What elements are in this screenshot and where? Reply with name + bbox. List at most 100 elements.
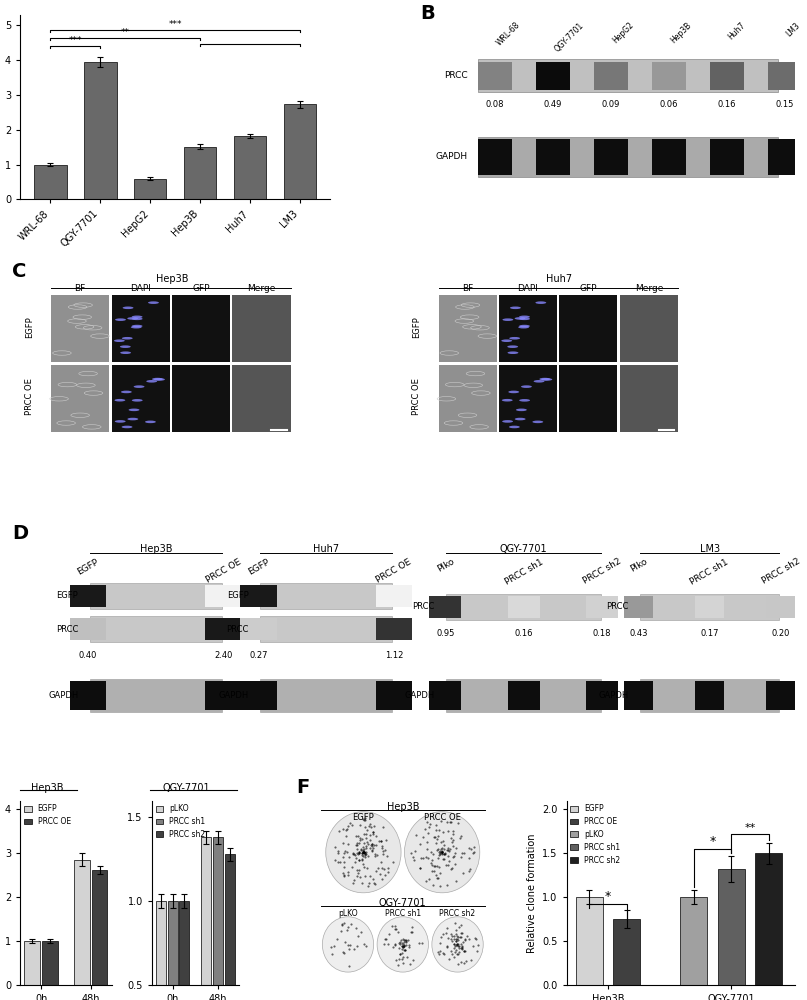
Bar [478, 62, 512, 90]
Circle shape [132, 318, 143, 320]
Text: 1.12: 1.12 [385, 651, 403, 660]
Legend: EGFP, PRCC OE, pLKO, PRCC sh1, PRCC sh2: EGFP, PRCC OE, pLKO, PRCC sh1, PRCC sh2 [571, 804, 621, 865]
Circle shape [132, 316, 143, 318]
Circle shape [508, 351, 518, 354]
Bar [375, 681, 412, 710]
Text: PRCC sh2: PRCC sh2 [760, 557, 801, 586]
Bar [51, 365, 109, 432]
Circle shape [519, 399, 530, 402]
Circle shape [515, 418, 525, 420]
Bar [156, 901, 165, 1000]
Text: Merge: Merge [634, 284, 663, 293]
Bar [478, 139, 512, 175]
Bar [508, 681, 540, 710]
Text: 0.49: 0.49 [544, 100, 562, 109]
Text: 0.95: 0.95 [436, 629, 454, 638]
Text: PRCC OE: PRCC OE [374, 557, 413, 585]
Circle shape [502, 420, 513, 423]
Bar [179, 901, 190, 1000]
Circle shape [508, 345, 518, 348]
Circle shape [134, 385, 144, 388]
Bar [232, 365, 291, 432]
Bar [429, 596, 462, 618]
Circle shape [115, 420, 126, 423]
Text: HepG2: HepG2 [611, 21, 635, 45]
Text: PRCC: PRCC [56, 625, 78, 634]
Text: Hep3B: Hep3B [669, 21, 693, 45]
Text: 0.43: 0.43 [629, 629, 648, 638]
Text: WRL-68: WRL-68 [495, 21, 522, 48]
Text: GAPDH: GAPDH [219, 691, 249, 700]
Bar [232, 295, 291, 362]
Bar [640, 594, 780, 620]
Text: 0.15: 0.15 [776, 100, 794, 109]
Circle shape [541, 378, 552, 381]
Bar [559, 365, 617, 432]
Bar [446, 594, 601, 620]
Circle shape [131, 326, 142, 328]
Text: ***: *** [69, 36, 82, 45]
Bar [559, 295, 617, 362]
Bar [225, 854, 235, 1000]
Text: PRCC: PRCC [444, 71, 467, 80]
Bar [499, 365, 557, 432]
Circle shape [404, 812, 480, 893]
Circle shape [515, 317, 525, 320]
Text: EGFP: EGFP [412, 316, 421, 338]
Text: LM3: LM3 [784, 21, 802, 38]
Text: **: ** [121, 28, 130, 37]
Bar [624, 596, 653, 618]
Text: PRCC OE: PRCC OE [25, 378, 34, 415]
Circle shape [516, 409, 527, 411]
Circle shape [377, 917, 429, 972]
Bar [111, 365, 169, 432]
Text: GFP: GFP [579, 284, 597, 293]
Text: Plko: Plko [628, 557, 649, 574]
Circle shape [148, 301, 159, 304]
Text: EGFP: EGFP [246, 557, 270, 577]
Bar [652, 62, 686, 90]
Bar [34, 165, 67, 199]
Circle shape [322, 917, 374, 972]
Circle shape [508, 391, 519, 393]
Circle shape [128, 317, 138, 320]
Bar [213, 837, 223, 1000]
Text: PRCC sh2: PRCC sh2 [440, 909, 475, 918]
Bar [438, 295, 496, 362]
Bar [652, 139, 686, 175]
Circle shape [154, 378, 165, 381]
Text: pLKO: pLKO [338, 909, 358, 918]
Circle shape [539, 378, 550, 380]
Circle shape [122, 426, 132, 428]
Text: Merge: Merge [247, 284, 276, 293]
Circle shape [518, 326, 529, 328]
Circle shape [519, 318, 530, 320]
Text: 0.06: 0.06 [659, 100, 678, 109]
Circle shape [521, 385, 532, 388]
Text: GAPDH: GAPDH [48, 691, 78, 700]
Circle shape [146, 380, 157, 383]
Bar [205, 681, 242, 710]
Text: PRCC sh1: PRCC sh1 [385, 909, 420, 918]
Bar [767, 139, 801, 175]
Bar [640, 679, 780, 712]
Bar [624, 681, 653, 710]
Text: 0.08: 0.08 [486, 100, 504, 109]
Text: *: * [604, 890, 611, 903]
Bar [586, 681, 618, 710]
Circle shape [533, 380, 545, 383]
Circle shape [128, 418, 138, 420]
Bar [620, 295, 678, 362]
Bar [767, 681, 796, 710]
Bar [24, 941, 40, 985]
Circle shape [123, 307, 133, 309]
Text: GAPDH: GAPDH [404, 691, 435, 700]
Bar [184, 147, 216, 199]
Bar [168, 901, 178, 1000]
Text: F: F [297, 778, 310, 797]
Bar [69, 618, 107, 640]
Text: 0.18: 0.18 [593, 629, 612, 638]
Text: 0.16: 0.16 [515, 629, 533, 638]
Text: 0.17: 0.17 [700, 629, 719, 638]
Bar [90, 583, 222, 609]
